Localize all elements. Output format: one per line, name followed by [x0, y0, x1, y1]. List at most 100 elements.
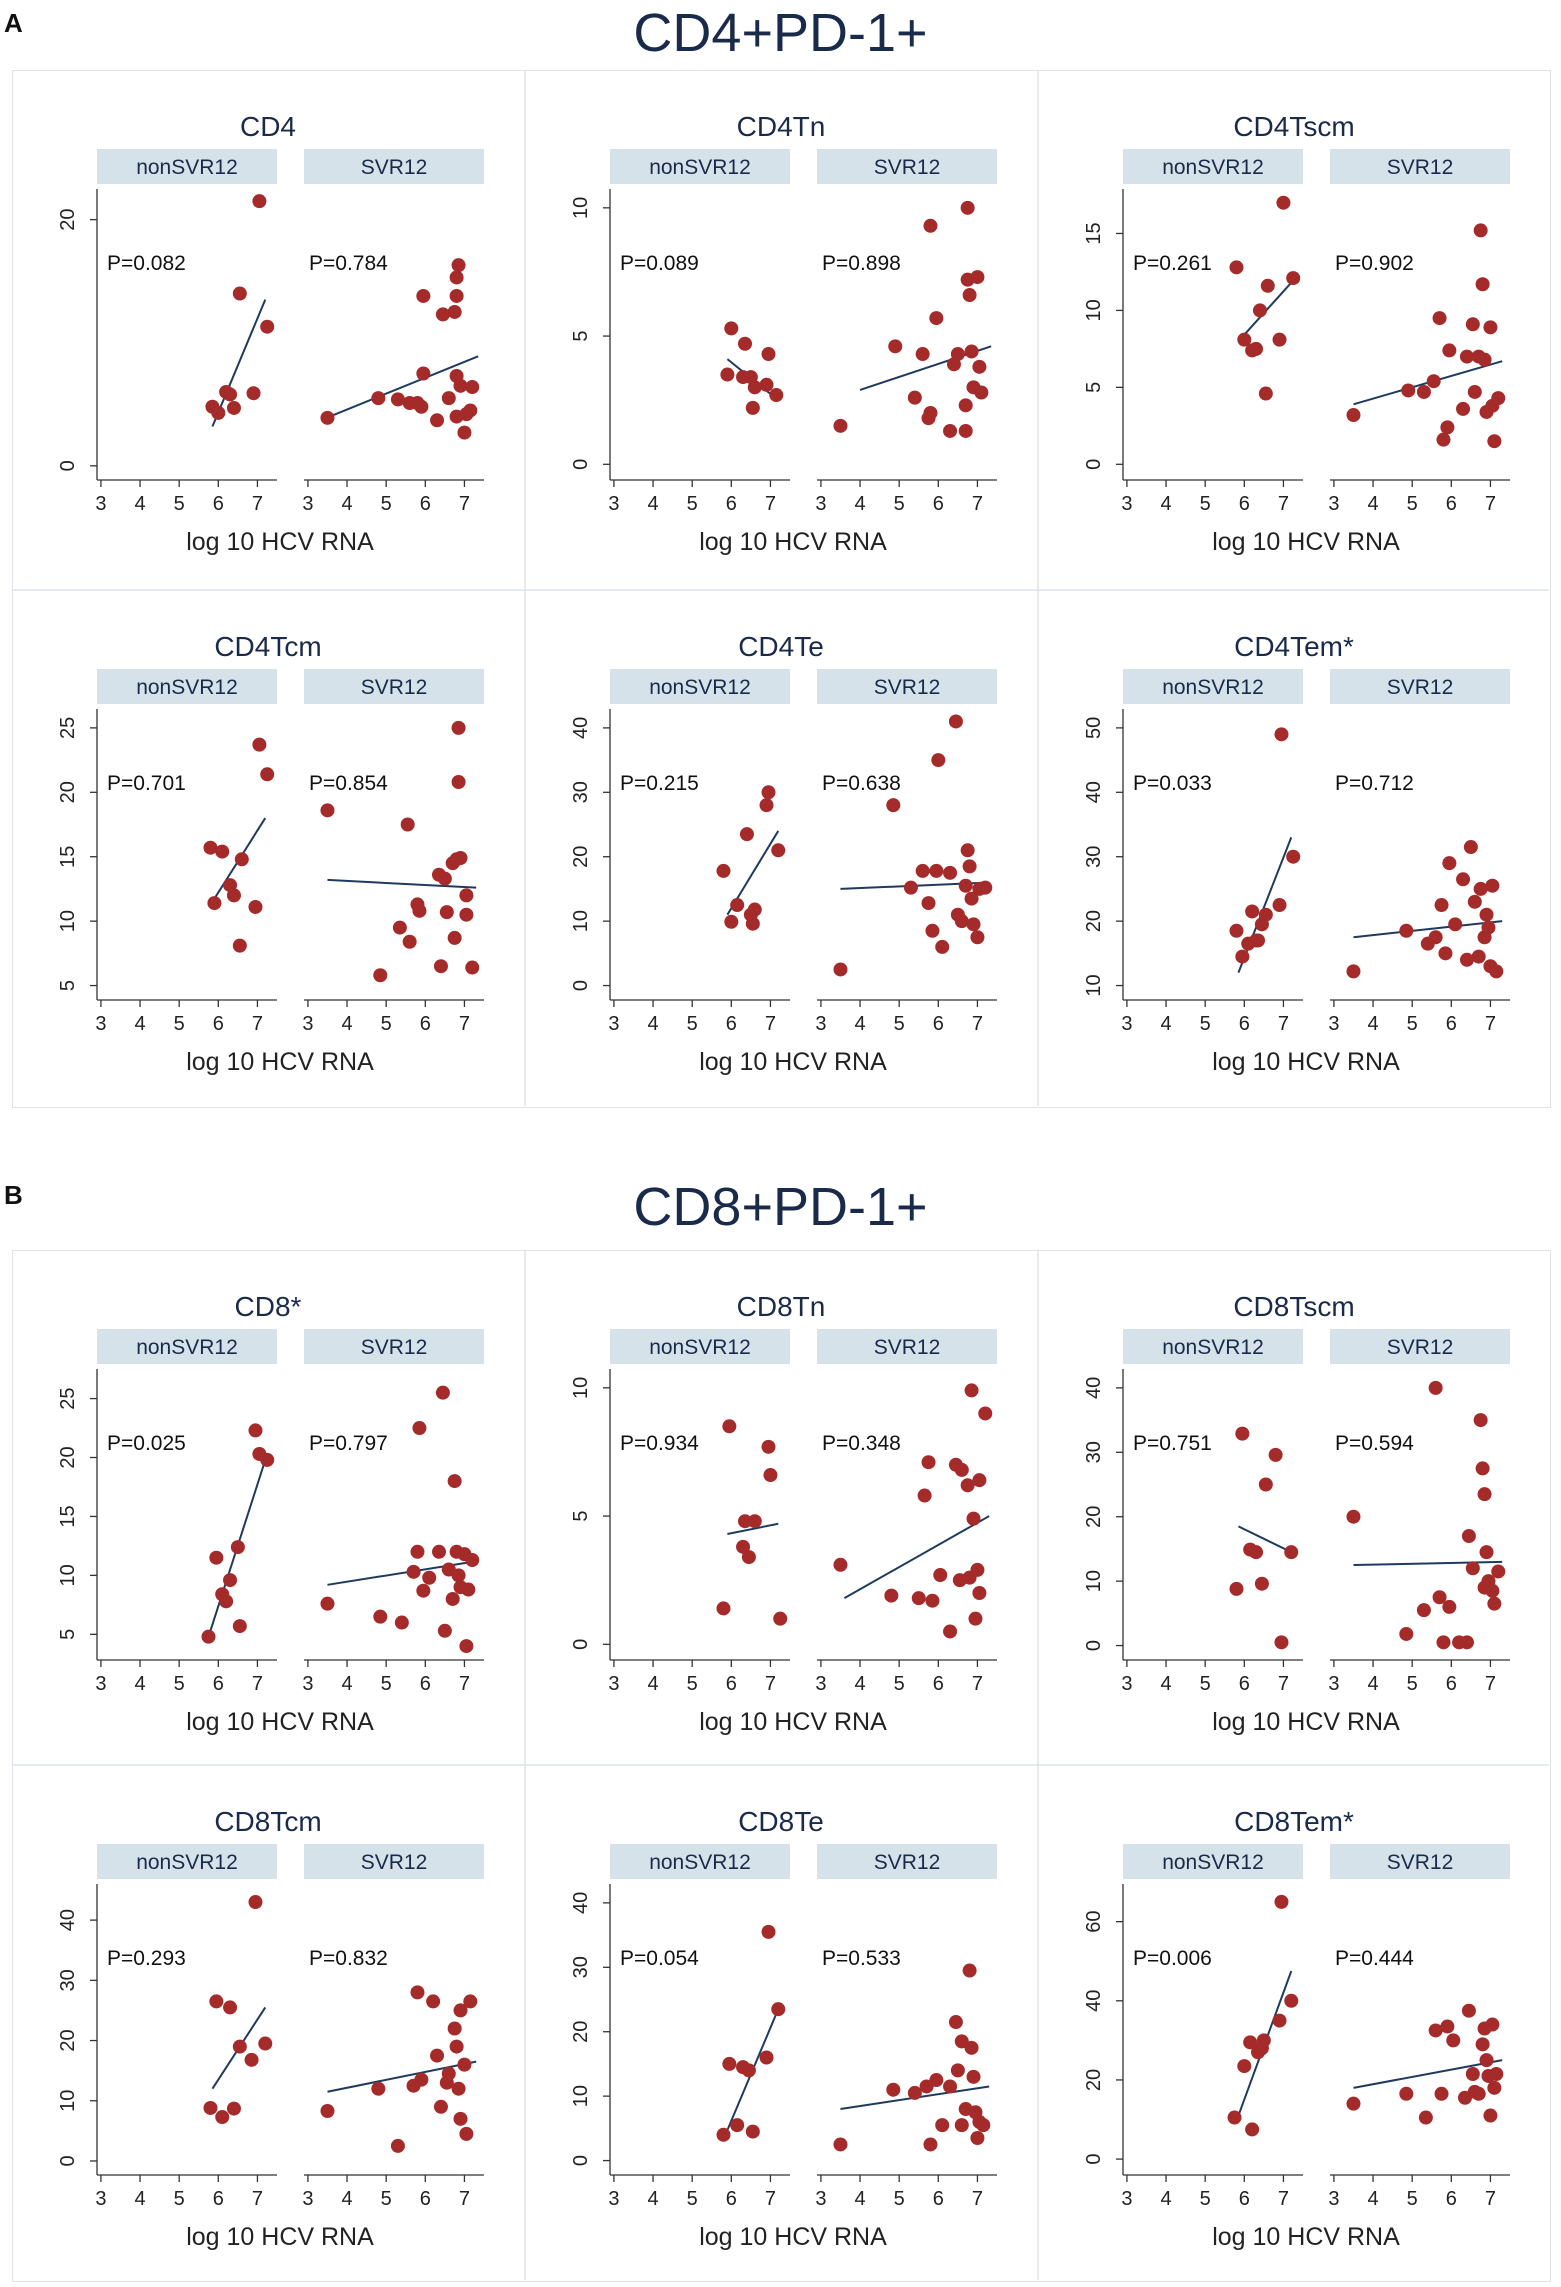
data-point — [232, 938, 247, 953]
x-tick-label: 3 — [1328, 1673, 1339, 1695]
x-tick-label: 6 — [213, 493, 224, 515]
data-point — [465, 1553, 480, 1568]
data-point — [234, 852, 249, 867]
facet-strip-label: SVR12 — [1387, 676, 1454, 699]
data-point — [978, 1406, 993, 1421]
x-tick-label: 4 — [647, 1013, 658, 1035]
data-point — [954, 1462, 969, 1477]
x-tick-label: 6 — [1446, 1673, 1457, 1695]
data-point — [1346, 1509, 1361, 1524]
facet-strip — [610, 149, 790, 184]
chart-cd4tcm: CD4Tcm 5 10 15 20 25 nonSVR12 3 4 5 6 7 P=0.701 SVR12… — [57, 631, 484, 1076]
y-tick-label: 15 — [57, 1505, 79, 1527]
data-point — [929, 2073, 944, 2088]
y-tick-label: 0 — [570, 980, 592, 991]
x-tick-label: 4 — [341, 493, 352, 515]
data-point — [451, 2081, 466, 2096]
data-point — [1229, 1581, 1244, 1596]
data-point — [463, 1994, 478, 2009]
data-point — [457, 2057, 472, 2072]
fit-line — [727, 1522, 779, 1535]
data-point — [260, 1452, 275, 1467]
y-tick-label: 20 — [1083, 1506, 1105, 1528]
data-point — [1483, 2108, 1498, 2123]
y-tick-label: 20 — [570, 846, 592, 868]
y-tick-label: 5 — [57, 980, 79, 991]
data-point — [226, 400, 241, 415]
data-point — [1416, 384, 1431, 399]
data-point — [449, 2039, 464, 2054]
facet-strip — [1330, 1844, 1510, 1879]
data-point — [430, 413, 445, 428]
section-b-title: CD8+PD-1+ — [633, 1177, 928, 1237]
facet-strip-label: SVR12 — [361, 156, 428, 179]
data-point — [461, 1582, 476, 1597]
data-point — [394, 1615, 409, 1630]
data-point — [1260, 278, 1275, 293]
data-point — [978, 880, 993, 895]
y-tick-label: 40 — [1083, 1990, 1105, 2012]
y-tick-label: 40 — [570, 1892, 592, 1914]
x-tick-label: 5 — [174, 493, 185, 515]
data-point — [432, 1544, 446, 1559]
data-point — [773, 1611, 788, 1626]
x-tick-label: 4 — [134, 2188, 145, 2210]
x-tick-label: 5 — [1407, 2188, 1418, 2210]
data-point — [248, 1423, 263, 1438]
data-point — [745, 400, 760, 415]
fit-line — [211, 299, 267, 427]
data-point — [1274, 1635, 1289, 1650]
x-tick-label: 3 — [1328, 2188, 1339, 2210]
data-point — [1467, 894, 1482, 909]
y-tick-label: 0 — [57, 2155, 79, 2166]
x-axis-label: log 10 HCV RNA — [1212, 528, 1400, 556]
data-point — [964, 891, 979, 906]
data-point — [1272, 898, 1287, 913]
x-tick-label: 4 — [647, 1673, 658, 1695]
data-point — [457, 425, 472, 440]
data-point — [1477, 1580, 1492, 1595]
y-tick-label: 25 — [57, 717, 79, 739]
facet-strip-label: SVR12 — [1387, 1851, 1454, 1874]
x-tick-label: 6 — [1239, 1673, 1250, 1695]
data-point — [459, 888, 474, 903]
data-point — [724, 321, 739, 336]
y-tick-label: 30 — [570, 781, 592, 803]
x-tick-label: 6 — [1239, 493, 1250, 515]
data-point — [441, 2066, 456, 2081]
x-tick-label: 7 — [252, 1673, 263, 1695]
data-point — [954, 2118, 969, 2133]
facet-strip-label: nonSVR12 — [1162, 1336, 1264, 1359]
data-point — [1227, 2110, 1242, 2125]
facet-strip-label: nonSVR12 — [136, 1336, 238, 1359]
facet-strip — [610, 669, 790, 704]
data-point — [453, 2003, 468, 2018]
y-tick-label: 5 — [570, 1511, 592, 1522]
x-tick-label: 6 — [420, 2188, 431, 2210]
data-point — [1465, 317, 1480, 332]
x-axis-label: log 10 HCV RNA — [186, 1708, 374, 1736]
chart-cd8tcm: CD8Tcm 0 10 20 30 40 nonSVR12 3 4 5 6 7 P=0.293 SVR12… — [57, 1806, 484, 2251]
x-tick-label: 7 — [972, 1013, 983, 1035]
x-tick-label: 4 — [341, 2188, 352, 2210]
facet-strip — [817, 149, 997, 184]
data-point — [390, 2138, 405, 2153]
y-tick-label: 15 — [1083, 222, 1105, 244]
data-point — [400, 817, 415, 832]
data-point — [219, 1594, 234, 1609]
data-point — [1432, 311, 1447, 326]
p-value-label: P=0.854 — [309, 772, 388, 795]
p-value-label: P=0.638 — [822, 772, 901, 795]
x-tick-label: 5 — [1200, 1673, 1211, 1695]
data-point — [260, 767, 275, 782]
x-tick-label: 5 — [894, 1013, 905, 1035]
x-tick-label: 3 — [95, 493, 106, 515]
x-tick-label: 5 — [1407, 1013, 1418, 1035]
fit-line — [1353, 2059, 1503, 2089]
data-point — [833, 1557, 848, 1572]
facet-strip — [1123, 1329, 1303, 1364]
chart-title: CD4Tn — [737, 111, 826, 142]
data-point — [966, 2069, 981, 2084]
data-point — [1459, 349, 1474, 364]
x-tick-label: 7 — [1278, 1013, 1289, 1035]
